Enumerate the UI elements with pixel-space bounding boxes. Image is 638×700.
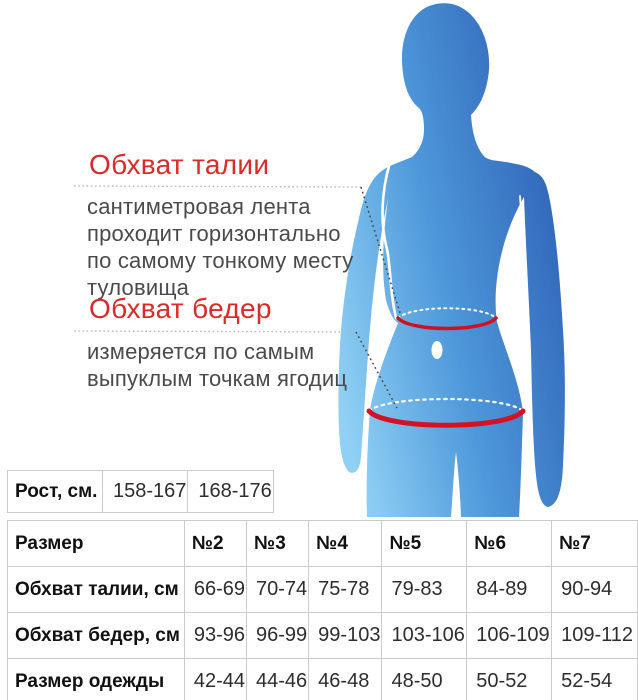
size-header-cell: №2 bbox=[183, 520, 248, 567]
clothing-size-value: 50-52 bbox=[466, 658, 553, 700]
hips-value: 99-103 bbox=[308, 612, 383, 659]
hips-value: 103-106 bbox=[381, 612, 468, 659]
clothing-size-value: 48-50 bbox=[381, 658, 468, 700]
hips-value: 106-109 bbox=[466, 612, 553, 659]
hips-value: 109-112 bbox=[551, 612, 638, 659]
clothing-size-value: 52-54 bbox=[551, 658, 638, 700]
hips-dotted-rule bbox=[73, 330, 357, 333]
hips-value: 93-96 bbox=[183, 612, 248, 659]
waist-description: сантиметровая лента проходит горизонталь… bbox=[87, 194, 354, 300]
waist-line-red bbox=[396, 316, 498, 331]
side-contour-line bbox=[519, 195, 527, 311]
hips-title: Обхват бедер bbox=[89, 293, 272, 324]
navel bbox=[431, 341, 443, 359]
body-figure-svg bbox=[73, 3, 565, 517]
size-header-cell: №5 bbox=[381, 520, 468, 567]
row-label: Обхват бедер, см bbox=[7, 612, 185, 659]
size-header-cell: Размер bbox=[7, 520, 185, 567]
size-header-cell: №6 bbox=[466, 520, 553, 567]
chest-contour-line bbox=[381, 148, 398, 320]
height-row: Рост, см. 158-167 168-176 bbox=[7, 470, 274, 513]
hip-line-red bbox=[366, 408, 526, 428]
waist-row: Обхват талии, см 66-69 70-74 75-78 79-83… bbox=[7, 566, 638, 613]
waist-value: 70-74 bbox=[246, 566, 310, 613]
hip-dotted-ellipse-top bbox=[367, 397, 525, 413]
waist-value: 90-94 bbox=[551, 566, 638, 613]
waist-value: 84-89 bbox=[466, 566, 553, 613]
waist-dotted-ellipse-top bbox=[397, 307, 497, 319]
waist-value: 75-78 bbox=[308, 566, 383, 613]
size-table: Размер №2 №3 №4 №5 №6 №7 Обхват талии, с… bbox=[7, 520, 638, 700]
row-label: Размер одежды bbox=[7, 658, 185, 700]
height-value: 168-176 bbox=[187, 470, 274, 513]
size-header-cell: №3 bbox=[246, 520, 310, 567]
size-table-header-row: Размер №2 №3 №4 №5 №6 №7 bbox=[7, 520, 638, 567]
waist-value: 66-69 bbox=[183, 566, 248, 613]
size-header-cell: №4 bbox=[308, 520, 383, 567]
row-label: Обхват талии, см bbox=[7, 566, 185, 613]
hips-description: измеряется по самым выпуклым точкам ягод… bbox=[87, 339, 348, 391]
waist-title: Обхват талии bbox=[89, 149, 270, 180]
height-value: 158-167 bbox=[101, 470, 189, 513]
clothing-size-value: 46-48 bbox=[308, 658, 383, 700]
hips-value: 96-99 bbox=[246, 612, 310, 659]
clothing-size-row: Размер одежды 42-44 44-46 46-48 48-50 50… bbox=[7, 658, 638, 700]
clothing-size-value: 42-44 bbox=[183, 658, 248, 700]
height-table: Рост, см. 158-167 168-176 bbox=[7, 470, 274, 513]
waist-value: 79-83 bbox=[381, 566, 468, 613]
height-label: Рост, см. bbox=[7, 470, 103, 513]
clothing-size-value: 44-46 bbox=[246, 658, 310, 700]
hips-row: Обхват бедер, см 93-96 96-99 99-103 103-… bbox=[7, 612, 638, 659]
waist-dotted-rule bbox=[73, 185, 362, 188]
body-silhouette bbox=[338, 3, 565, 517]
size-header-cell: №7 bbox=[551, 520, 638, 567]
